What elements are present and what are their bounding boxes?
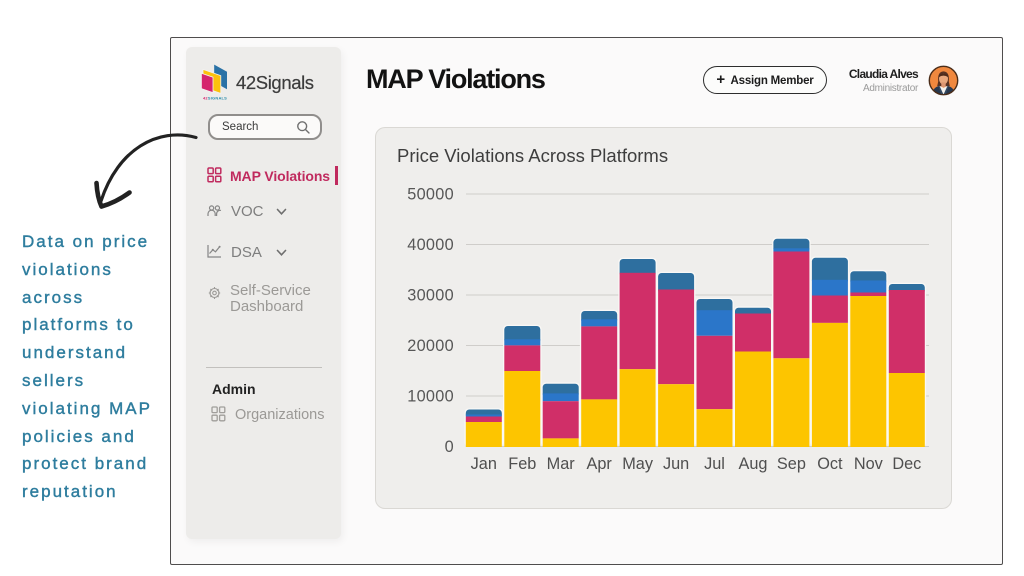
svg-text:10000: 10000 xyxy=(407,388,454,406)
svg-text:Nov: Nov xyxy=(854,455,884,473)
svg-text:30000: 30000 xyxy=(407,287,454,305)
svg-text:50000: 50000 xyxy=(407,186,454,204)
svg-text:20000: 20000 xyxy=(407,337,454,355)
svg-text:Jul: Jul xyxy=(704,455,725,473)
svg-text:Feb: Feb xyxy=(508,455,536,473)
svg-text:Aug: Aug xyxy=(739,455,768,473)
svg-text:42SIGNALS: 42SIGNALS xyxy=(203,96,227,101)
svg-text:Mar: Mar xyxy=(547,455,576,473)
svg-text:0: 0 xyxy=(445,438,454,456)
svg-text:Apr: Apr xyxy=(587,455,613,473)
svg-text:Dec: Dec xyxy=(892,455,921,473)
svg-text:Sep: Sep xyxy=(777,455,806,473)
svg-text:Jan: Jan xyxy=(471,455,497,473)
svg-text:Jun: Jun xyxy=(663,455,689,473)
svg-text:May: May xyxy=(622,455,654,473)
svg-text:40000: 40000 xyxy=(407,236,454,254)
svg-text:Oct: Oct xyxy=(817,455,843,473)
